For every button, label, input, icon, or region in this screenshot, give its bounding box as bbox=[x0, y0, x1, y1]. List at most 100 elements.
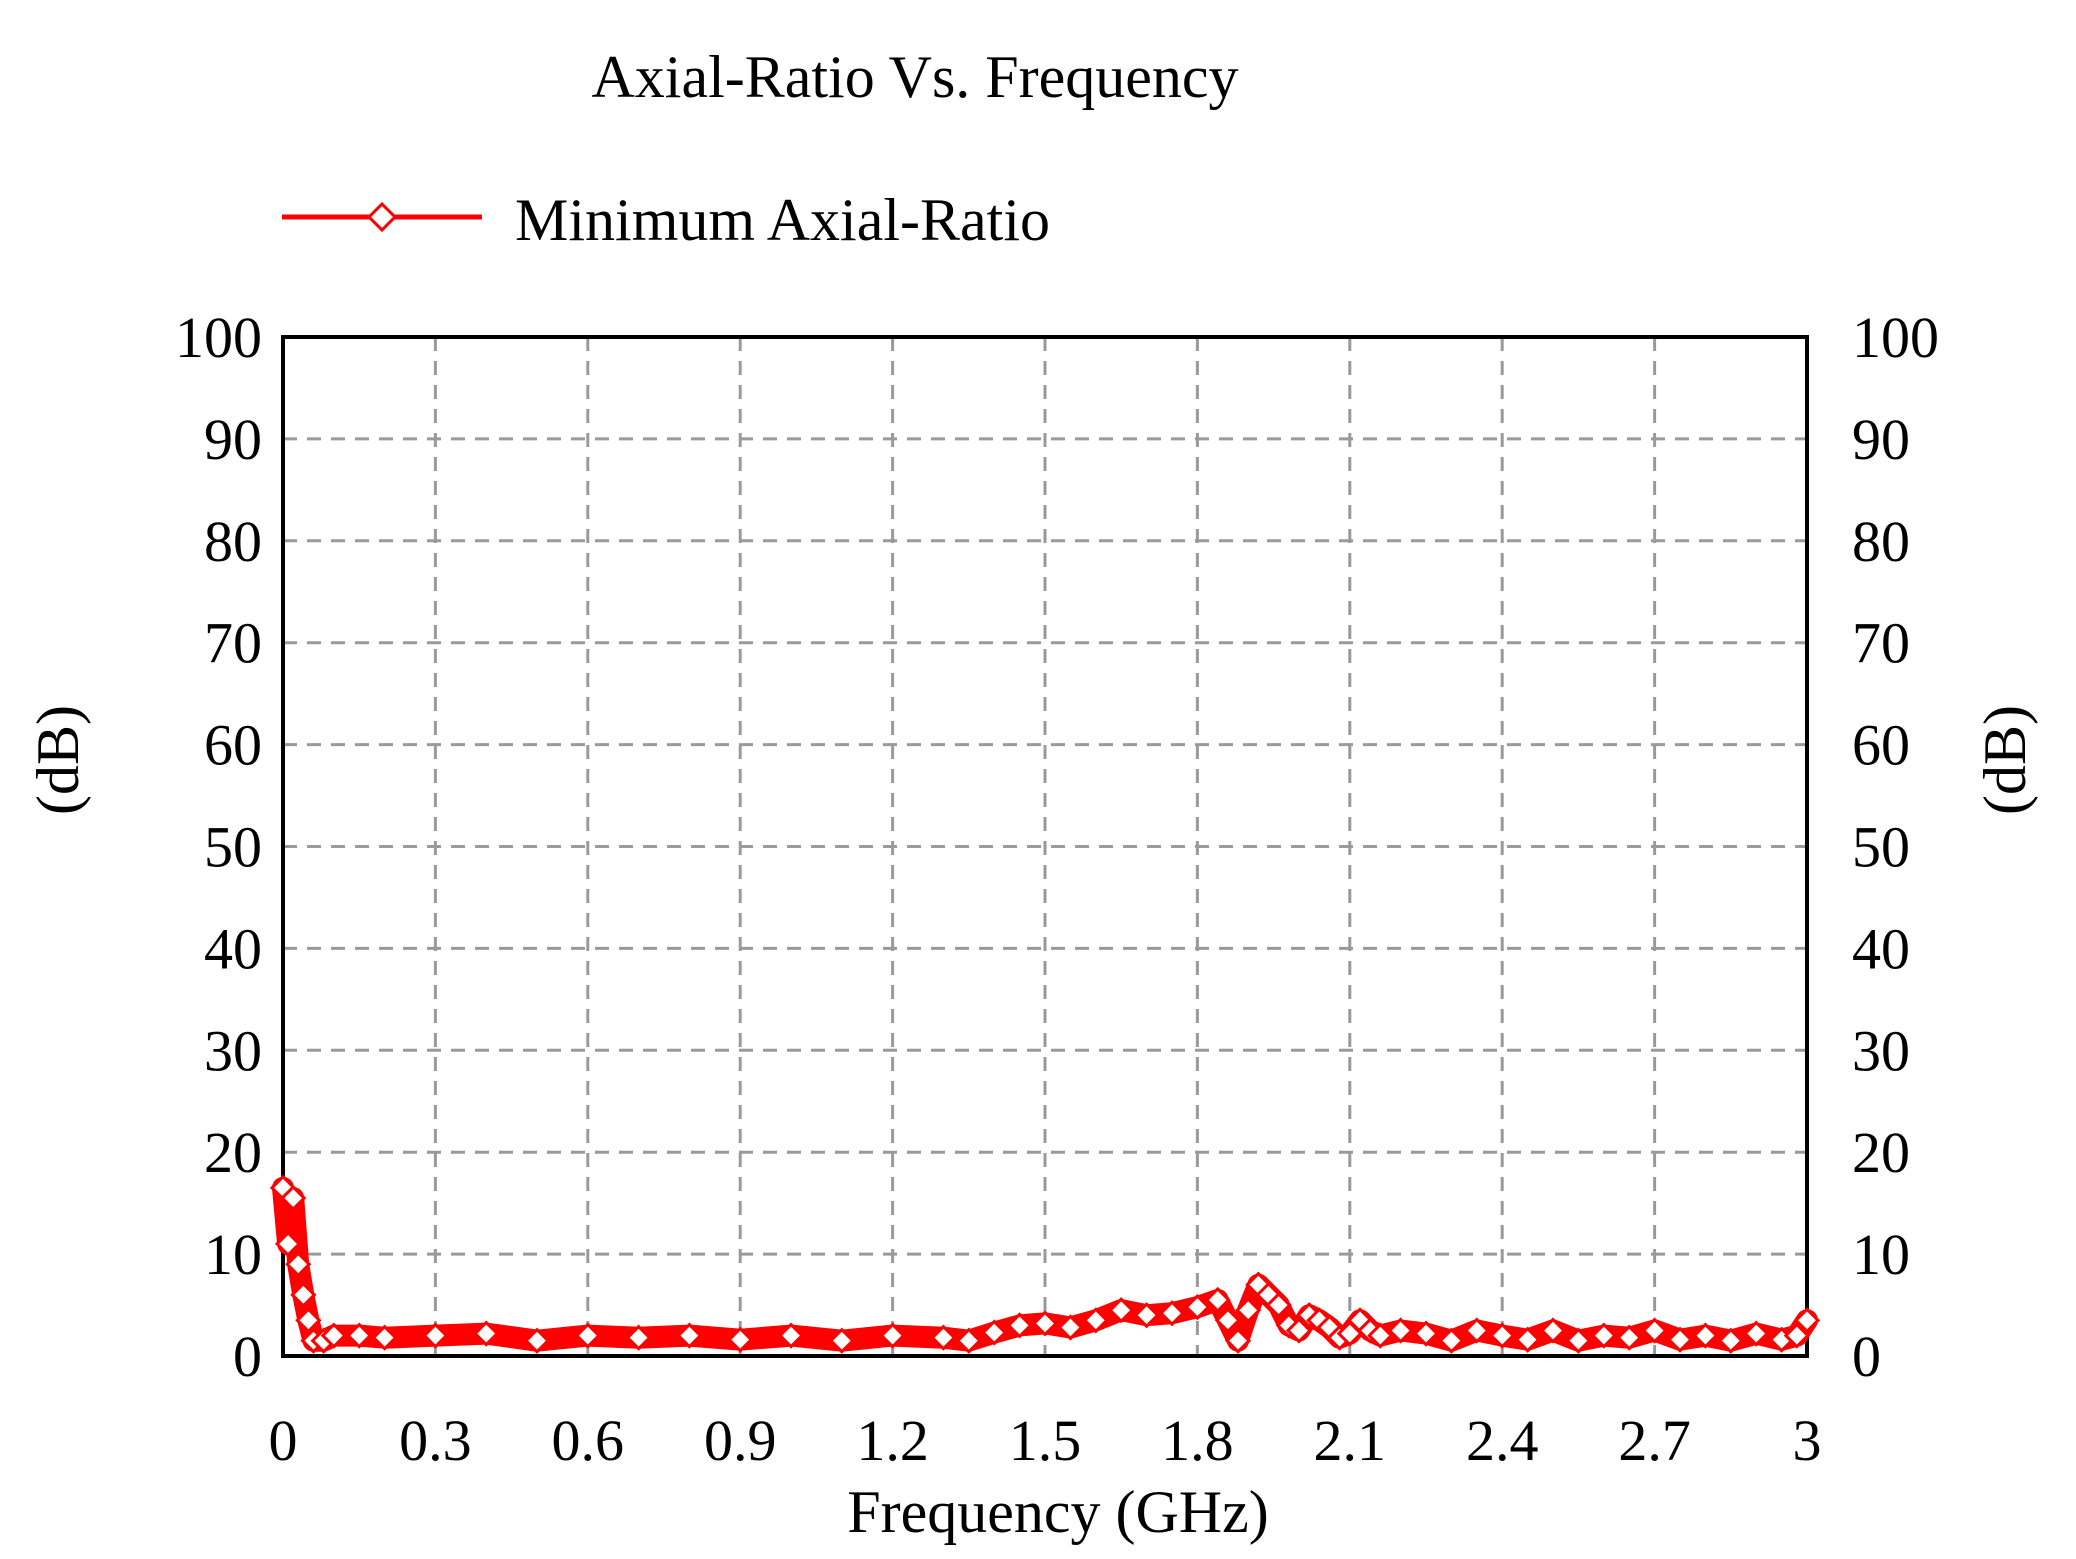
y-tick-label-right: 100 bbox=[1852, 305, 1939, 370]
data-point bbox=[981, 1319, 1008, 1346]
data-point bbox=[1214, 1307, 1242, 1334]
legend-marker bbox=[366, 201, 398, 233]
series-minimum-axial-ratio bbox=[269, 1174, 1821, 1354]
data-point bbox=[1539, 1317, 1567, 1344]
legend-label: Minimum Axial-Ratio bbox=[515, 187, 1050, 253]
data-point bbox=[371, 1324, 398, 1351]
data-point bbox=[1438, 1327, 1465, 1354]
y-tick-label-left: 20 bbox=[204, 1120, 262, 1185]
data-point bbox=[280, 1184, 307, 1212]
data-point bbox=[1285, 1317, 1313, 1344]
data-point bbox=[290, 1281, 317, 1308]
y-tick-label-left: 70 bbox=[204, 611, 262, 676]
data-point bbox=[295, 1307, 322, 1334]
y-tick-label-left: 60 bbox=[204, 713, 262, 778]
x-tick-label: 2.4 bbox=[1466, 1408, 1539, 1473]
data-point bbox=[727, 1326, 754, 1353]
data-point bbox=[473, 1320, 500, 1347]
y-tick-label-right: 20 bbox=[1852, 1120, 1910, 1185]
data-point bbox=[930, 1324, 957, 1351]
y-tick-label-right: 0 bbox=[1852, 1324, 1881, 1389]
data-point bbox=[1031, 1310, 1059, 1337]
y-tick-label-right: 10 bbox=[1852, 1222, 1910, 1287]
x-tick-label: 1.5 bbox=[1009, 1408, 1082, 1473]
data-point bbox=[422, 1322, 449, 1349]
plot-frame bbox=[281, 335, 1809, 1358]
x-tick-label: 2.1 bbox=[1314, 1408, 1387, 1473]
data-point bbox=[1793, 1307, 1821, 1334]
data-point bbox=[1463, 1317, 1490, 1344]
data-point bbox=[625, 1324, 652, 1351]
x-axis-label: Frequency (GHz) bbox=[847, 1479, 1269, 1545]
data-point bbox=[1204, 1286, 1231, 1314]
data-point bbox=[1235, 1297, 1262, 1324]
data-point bbox=[1783, 1322, 1810, 1349]
y-axis-right-ticks: 0 10 20 30 40 50 60 70 80 90 100 bbox=[1852, 305, 1939, 1389]
data-point bbox=[1565, 1327, 1592, 1354]
data-point bbox=[1184, 1293, 1211, 1321]
x-axis-ticks: 0 0.3 0.6 0.9 1.2 1.5 1.8 2.1 2.4 2.7 3 bbox=[269, 1408, 1822, 1473]
y-tick-label-left: 90 bbox=[204, 407, 262, 472]
y-tick-label-left: 0 bbox=[233, 1324, 262, 1389]
x-tick-label: 2.7 bbox=[1618, 1408, 1691, 1473]
x-tick-label: 1.2 bbox=[856, 1408, 929, 1473]
data-point bbox=[1514, 1326, 1541, 1353]
data-point bbox=[1133, 1302, 1160, 1329]
x-tick-label: 0.9 bbox=[704, 1408, 777, 1473]
y-tick-label-right: 40 bbox=[1852, 916, 1910, 981]
x-tick-label: 0.6 bbox=[552, 1408, 625, 1473]
y-tick-label-left: 30 bbox=[204, 1018, 262, 1083]
data-point bbox=[1082, 1307, 1109, 1334]
data-point bbox=[274, 1230, 302, 1258]
data-point bbox=[574, 1322, 601, 1349]
x-tick-label: 0 bbox=[269, 1408, 298, 1473]
x-tick-label: 3 bbox=[1793, 1408, 1822, 1473]
y-tick-label-right: 70 bbox=[1852, 611, 1910, 676]
data-point bbox=[1666, 1326, 1694, 1353]
data-point bbox=[1743, 1320, 1770, 1347]
data-point bbox=[1367, 1322, 1394, 1349]
data-point bbox=[1006, 1312, 1033, 1339]
data-point bbox=[1412, 1320, 1440, 1347]
legend: Minimum Axial-Ratio bbox=[282, 187, 1050, 253]
data-point bbox=[879, 1322, 906, 1349]
y-axis-left-ticks: 0 10 20 30 40 50 60 70 80 90 100 bbox=[175, 305, 262, 1389]
y-tick-label-left: 50 bbox=[204, 815, 262, 880]
data-point bbox=[1387, 1317, 1414, 1344]
data-point bbox=[1108, 1297, 1135, 1324]
data-point bbox=[1692, 1322, 1719, 1349]
x-tick-label: 1.8 bbox=[1161, 1408, 1234, 1473]
data-point bbox=[523, 1327, 551, 1354]
data-point bbox=[1265, 1291, 1292, 1319]
y-tick-label-right: 30 bbox=[1852, 1018, 1910, 1083]
y-tick-label-right: 90 bbox=[1852, 407, 1910, 472]
data-point bbox=[346, 1322, 373, 1349]
y-axis-left-label: (dB) bbox=[25, 705, 91, 815]
data-point bbox=[777, 1322, 805, 1349]
data-point bbox=[676, 1322, 703, 1349]
y-tick-label-left: 80 bbox=[204, 509, 262, 574]
data-point bbox=[828, 1327, 855, 1354]
x-tick-label: 0.3 bbox=[399, 1408, 472, 1473]
data-point bbox=[1616, 1324, 1643, 1351]
y-tick-label-left: 40 bbox=[204, 916, 262, 981]
data-point bbox=[1641, 1317, 1668, 1344]
y-tick-label-right: 80 bbox=[1852, 509, 1910, 574]
data-point bbox=[285, 1251, 312, 1278]
y-tick-label-left: 100 bbox=[175, 305, 262, 370]
y-axis-right-label: (dB) bbox=[1972, 705, 2038, 815]
y-tick-label-left: 10 bbox=[204, 1222, 262, 1287]
data-point bbox=[955, 1327, 982, 1354]
data-point bbox=[1224, 1327, 1252, 1354]
chart-title: Axial-Ratio Vs. Frequency bbox=[591, 44, 1238, 110]
data-point bbox=[1158, 1300, 1186, 1327]
data-point bbox=[1590, 1322, 1617, 1349]
y-tick-label-right: 50 bbox=[1852, 815, 1910, 880]
data-point bbox=[1489, 1322, 1516, 1349]
data-point bbox=[1717, 1327, 1744, 1354]
y-tick-label-right: 60 bbox=[1852, 713, 1910, 778]
data-point bbox=[320, 1322, 347, 1349]
data-point bbox=[1057, 1314, 1084, 1341]
gridlines bbox=[283, 337, 1807, 1356]
